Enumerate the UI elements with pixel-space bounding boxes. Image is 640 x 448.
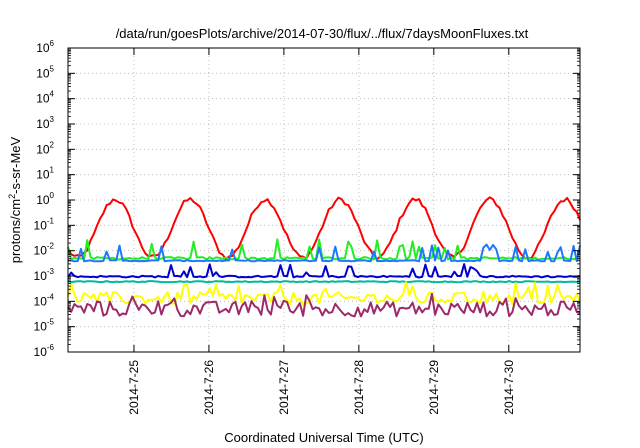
x-tick-label: 2014-7-26 bbox=[202, 360, 216, 415]
y-axis-label-sup: 2 bbox=[7, 194, 17, 199]
y-tick-label: 10-4 bbox=[34, 292, 55, 308]
x-tick-label: 2014-7-28 bbox=[352, 360, 366, 415]
series-line-5 bbox=[67, 281, 581, 306]
y-axis-label-main: protons/cm bbox=[8, 199, 23, 263]
y-tick-label: 101 bbox=[36, 166, 54, 182]
y-tick-label: 10-5 bbox=[34, 318, 55, 334]
y-tick-label: 100 bbox=[36, 191, 54, 207]
y-tick-label: 104 bbox=[36, 90, 54, 106]
y-tick-label: 105 bbox=[36, 64, 54, 80]
y-tick-label: 10-6 bbox=[34, 343, 55, 359]
y-tick-label: 10-1 bbox=[34, 216, 55, 232]
x-tick-group: 2014-7-25 2014-7-26 2014-7-27 2014-7-28 2014… bbox=[127, 48, 516, 415]
x-tick-label: 2014-7-30 bbox=[502, 360, 516, 415]
y-tick-label: 102 bbox=[36, 140, 54, 156]
chart-title: /data/run/goesPlots/archive/2014-07-30/f… bbox=[116, 26, 529, 41]
series-line-3 bbox=[67, 263, 581, 279]
y-axis-label: protons/cm2-s-sr-MeV bbox=[7, 136, 23, 263]
series-line-4 bbox=[67, 280, 581, 284]
series-line-6 bbox=[67, 292, 581, 318]
series-line-2 bbox=[67, 243, 581, 263]
x-tick-label: 2014-7-25 bbox=[127, 360, 141, 415]
series-line-1 bbox=[67, 238, 581, 261]
y-tick-label: 10-2 bbox=[34, 242, 55, 258]
series-group bbox=[67, 196, 581, 318]
y-tick-label: 106 bbox=[36, 39, 54, 55]
y-tick-label: 103 bbox=[36, 115, 54, 131]
x-tick-label: 2014-7-27 bbox=[277, 360, 291, 415]
y-tick-label: 10-3 bbox=[34, 267, 55, 283]
y-axis-label-rest: -s-sr-MeV bbox=[8, 136, 23, 193]
series-line-0 bbox=[67, 196, 581, 261]
x-axis-label: Coordinated Universal Time (UTC) bbox=[224, 430, 423, 445]
x-tick-label: 2014-7-29 bbox=[427, 360, 441, 415]
y-tick-group: 10-6 10-5 10-4 10-3 10-2 10-1 100 101 102 103 104 1… bbox=[34, 39, 580, 359]
